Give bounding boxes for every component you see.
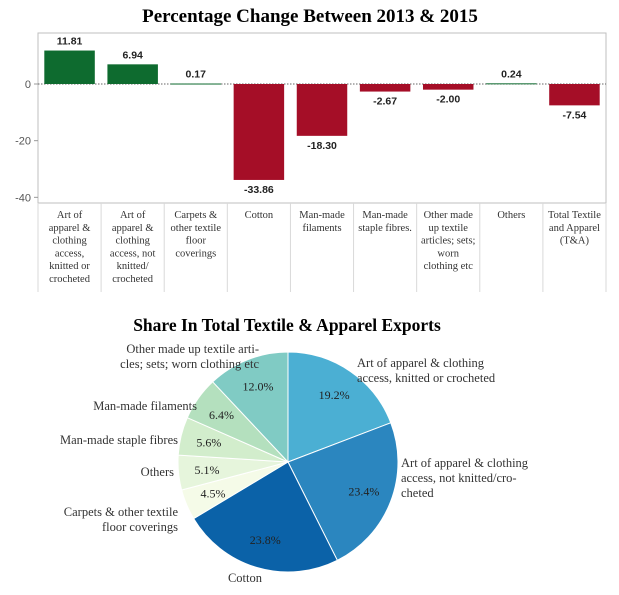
- x-category-label: Art of apparel & clothing access, knitted or…: [49, 210, 91, 285]
- bar-value-label: -7.54: [562, 109, 586, 121]
- pie-slice-percent-label: 19.2%: [319, 388, 350, 402]
- bar-chart-title: Percentage Change Between 2013 & 2015: [142, 6, 478, 27]
- pie-slice-name-label: Cotton: [228, 571, 263, 585]
- bar-value-label: 11.81: [57, 36, 83, 48]
- pie-chart: 19.2% Art of apparel & clothing access, kn…: [60, 342, 529, 585]
- bar-value-label: -2.67: [373, 96, 397, 108]
- pie-slice-percent-label: 5.1%: [194, 463, 219, 477]
- bar: [422, 84, 474, 90]
- bar: [486, 83, 537, 85]
- pie-slice: [211, 351, 289, 464]
- bar: [233, 84, 285, 180]
- pie-slice-name-label: Art of apparel & clothing access, knitted…: [357, 356, 496, 385]
- y-tick-label: 0: [25, 79, 31, 91]
- pie-slice-name-label: Art of apparel & clothing access, not kni…: [401, 456, 529, 500]
- bar: [170, 83, 222, 85]
- pie-slice-percent-label: 5.6%: [196, 436, 221, 450]
- pie-slice-name-label: Others: [141, 465, 174, 479]
- bar: [107, 64, 158, 84]
- y-tick-label: -20: [15, 136, 31, 148]
- bar-value-label: -2.00: [436, 94, 460, 106]
- bar: [44, 50, 95, 84]
- bar: [359, 84, 411, 92]
- pie-slice: [287, 351, 392, 463]
- pie-slice-percent-label: 4.5%: [200, 487, 225, 501]
- bar-value-label: 0.17: [186, 69, 207, 81]
- bar-plot-frame: [37, 32, 607, 204]
- pie-slice-percent-label: 12.0%: [243, 379, 274, 393]
- pie-slice: [287, 422, 399, 561]
- x-category-label: Art of apparel & clothing access, not knitte…: [110, 210, 156, 285]
- pie-slice-percent-label: 23.4%: [348, 484, 379, 498]
- x-category-label: Carpets & other textile floor coverings: [171, 210, 222, 259]
- bar-value-label: -18.30: [307, 140, 337, 152]
- pie-slice-name-label: Man-made staple fibres: [60, 433, 178, 447]
- bar-chart: 0 -20 -40 11.81 Art of apparel & clothing acces…: [15, 32, 607, 292]
- bar-value-label: 6.94: [122, 49, 143, 61]
- x-category-label: Man-made filaments: [299, 210, 345, 234]
- bar: [549, 84, 600, 106]
- pie-slice: [192, 461, 338, 573]
- x-category-label: Cotton: [245, 210, 274, 221]
- x-category-label: Man-made staple fibres.: [358, 210, 412, 234]
- pie-slice-name-label: Carpets & other textile floor coverings: [64, 505, 179, 534]
- pie-slice-percent-label: 23.8%: [250, 533, 281, 547]
- x-category-label: Total Textile and Apparel (T&A): [548, 210, 601, 247]
- pie-slice-percent-label: 6.4%: [209, 408, 234, 422]
- pie-chart-title: Share In Total Textile & Apparel Exports: [133, 315, 441, 335]
- bar: [296, 84, 348, 136]
- bar-value-label: -33.86: [244, 184, 274, 196]
- x-category-label: Other made up textile articles; sets; worn c…: [421, 210, 476, 272]
- pie-slice-name-label: Man-made filaments: [93, 399, 197, 413]
- x-category-label: Others: [497, 210, 525, 221]
- pie-slice-name-label: Other made up textile arti-cles; sets; w…: [120, 342, 259, 371]
- y-tick-label: -40: [15, 192, 31, 204]
- bar-value-label: 0.24: [501, 68, 522, 80]
